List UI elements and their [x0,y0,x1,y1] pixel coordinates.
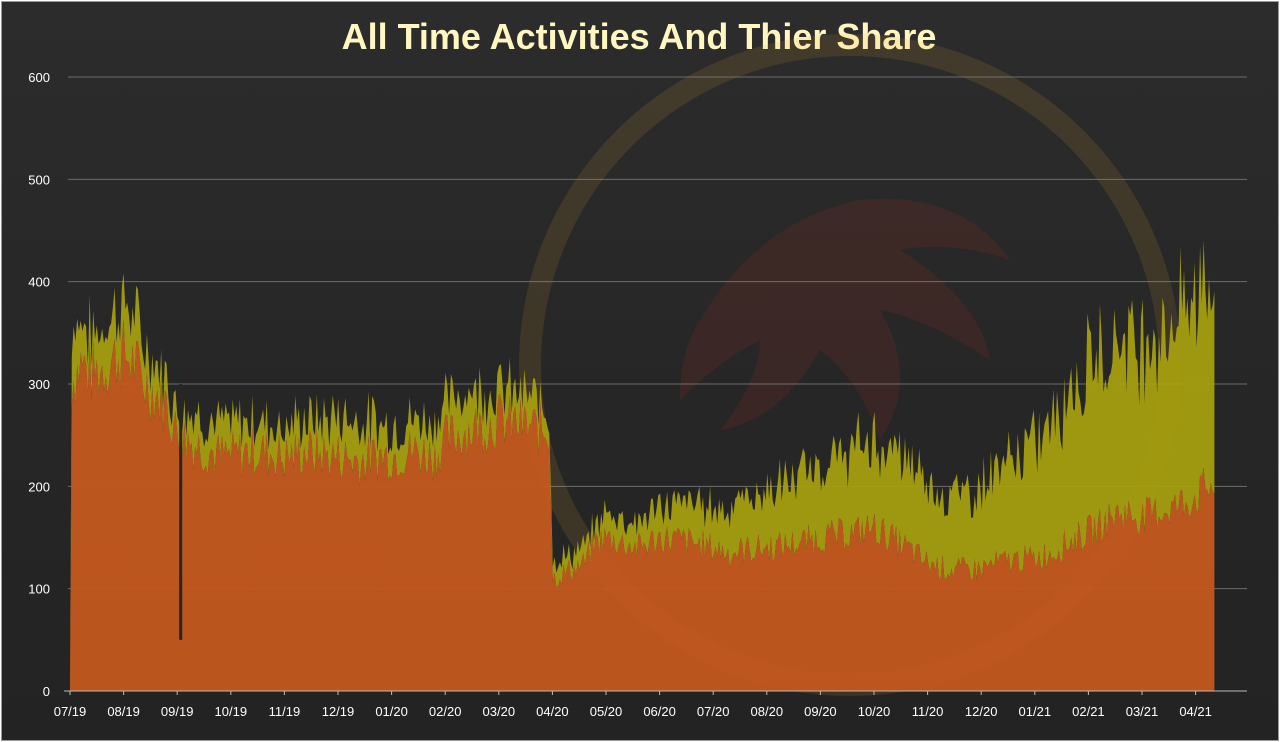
data-dip-mark [179,384,183,640]
x-tick-label: 09/19 [161,704,194,719]
y-tick-label: 500 [28,172,50,187]
y-tick-label: 200 [28,479,50,494]
x-tick-label: 01/20 [375,704,408,719]
x-tick-label: 10/20 [858,704,891,719]
chart-title: All Time Activities And Thier Share [341,16,937,57]
y-tick-label: 300 [28,377,50,392]
x-tick-label: 02/20 [429,704,462,719]
x-axis-ticks: 07/19 08/19 09/19 10/19 11/19 12/19 01/20 02/20… [54,690,1247,719]
x-tick-label: 02/21 [1072,704,1105,719]
x-tick-label: 11/20 [912,704,944,719]
x-tick-label: 08/19 [107,704,140,719]
x-tick-label: 09/20 [804,704,837,719]
x-tick-label: 11/19 [269,704,301,719]
x-tick-label: 03/21 [1126,704,1159,719]
x-tick-label: 04/20 [536,704,569,719]
x-tick-label: 08/20 [751,704,784,719]
x-tick-label: 06/20 [643,704,676,719]
y-tick-label: 400 [28,275,50,290]
x-tick-label: 12/20 [965,704,998,719]
x-tick-label: 01/21 [1019,704,1052,719]
y-tick-label: 100 [28,582,50,597]
area-series [70,239,1215,691]
x-tick-label: 04/21 [1179,704,1212,719]
x-tick-label: 05/20 [590,704,623,719]
x-tick-label: 07/19 [54,704,87,719]
x-tick-label: 07/20 [697,704,730,719]
y-tick-label: 0 [43,684,50,699]
x-tick-label: 12/19 [322,704,355,719]
x-tick-label: 10/19 [215,704,248,719]
x-tick-label: 03/20 [483,704,516,719]
area-series-bottom [70,319,1215,691]
y-axis-ticks: 0 100 200 300 400 500 600 [28,70,50,699]
y-tick-label: 600 [28,70,50,85]
